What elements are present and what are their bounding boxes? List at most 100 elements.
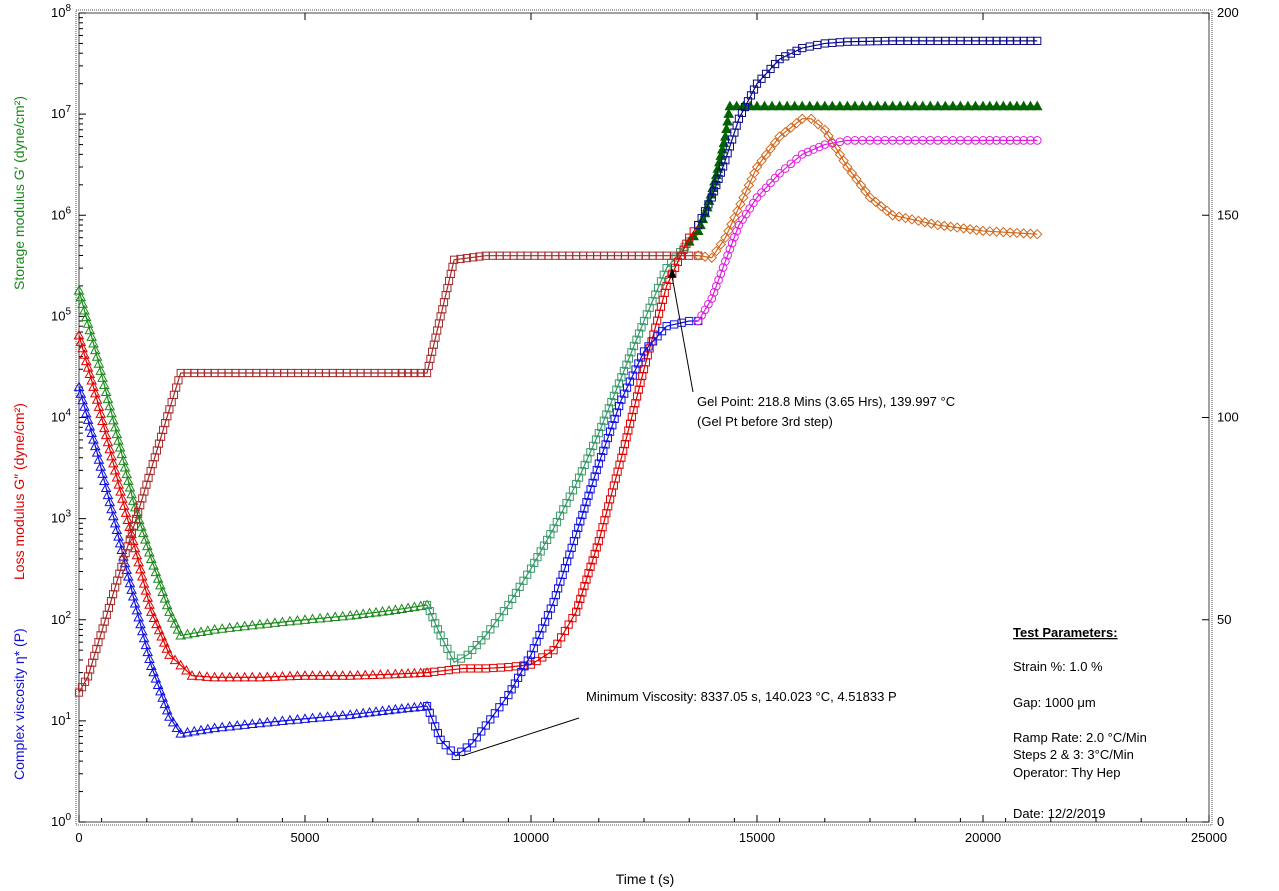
data-point xyxy=(152,679,164,690)
data-point xyxy=(344,610,356,620)
data-point xyxy=(743,97,753,106)
data-point xyxy=(329,611,341,622)
gel-point-arrow-line xyxy=(671,276,694,393)
data-point xyxy=(711,245,722,257)
data-point xyxy=(111,524,123,535)
data-point xyxy=(627,348,636,357)
data-point xyxy=(451,751,460,761)
data-point xyxy=(151,618,162,629)
y-axis-title-group: Complex viscosity η* (P) Loss modulus G″… xyxy=(11,96,27,780)
data-point xyxy=(634,359,643,368)
data-point xyxy=(91,351,103,361)
data-point xyxy=(277,670,288,681)
data-point xyxy=(79,401,90,411)
data-point xyxy=(932,100,944,111)
data-point xyxy=(604,404,613,413)
data-point xyxy=(80,407,92,418)
data-point xyxy=(129,542,141,553)
data-point xyxy=(792,46,801,55)
series-loss-modulus-g- xyxy=(73,329,433,682)
data-point xyxy=(254,618,266,629)
data-point xyxy=(351,708,363,719)
x-tick-label: 20000 xyxy=(965,830,1001,845)
data-point xyxy=(239,671,251,682)
data-point xyxy=(446,746,455,755)
data-point xyxy=(582,575,591,584)
data-point xyxy=(462,254,471,263)
data-point xyxy=(436,735,445,744)
data-point xyxy=(97,372,108,382)
data-point xyxy=(796,100,808,111)
data-point xyxy=(224,622,236,632)
data-point xyxy=(964,224,976,235)
y-tick-label: 107 xyxy=(51,104,71,121)
data-point xyxy=(402,667,414,678)
data-point xyxy=(367,669,379,679)
data-point xyxy=(894,100,906,111)
data-point xyxy=(876,201,887,212)
ramp-param: Ramp Rate: 2.0 °C/Min xyxy=(1013,730,1147,745)
data-point xyxy=(114,441,126,452)
data-point xyxy=(900,212,911,224)
data-point xyxy=(175,727,187,738)
data-point xyxy=(786,49,795,58)
data-point xyxy=(1004,227,1016,238)
data-point xyxy=(441,741,450,750)
data-point xyxy=(166,612,178,622)
data-point xyxy=(131,604,143,615)
data-point xyxy=(344,670,356,680)
data-point xyxy=(416,368,425,378)
x-tick-label: 0 xyxy=(75,830,82,845)
y2-tick-label: 0 xyxy=(1217,814,1224,829)
series-line xyxy=(78,386,428,735)
data-point xyxy=(599,416,608,425)
data-point xyxy=(707,294,717,303)
y-axis-title-storage: Storage modulus G′ (dyne/cm²) xyxy=(11,96,27,290)
data-point xyxy=(120,507,132,517)
x-tick-label: 15000 xyxy=(739,830,775,845)
data-point xyxy=(329,670,341,680)
y-tick-label: 102 xyxy=(51,610,71,627)
data-point xyxy=(161,599,173,610)
data-point xyxy=(599,446,608,455)
data-point xyxy=(292,670,303,681)
data-point xyxy=(803,147,813,157)
data-point xyxy=(737,108,747,118)
data-point xyxy=(1025,100,1036,111)
data-point xyxy=(131,508,143,518)
data-point xyxy=(108,510,119,521)
data-point xyxy=(157,586,168,597)
data-point xyxy=(714,174,723,183)
data-point xyxy=(216,721,228,732)
data-point xyxy=(121,564,133,574)
data-point xyxy=(586,485,595,494)
min-viscosity-line xyxy=(461,717,580,757)
data-point xyxy=(75,291,87,302)
data-point xyxy=(780,126,791,138)
data-point xyxy=(322,711,333,721)
data-point xyxy=(307,613,318,624)
data-point xyxy=(322,612,333,622)
data-point xyxy=(864,100,876,111)
data-point xyxy=(608,421,617,430)
data-point xyxy=(156,630,168,641)
data-point xyxy=(617,373,626,382)
data-point xyxy=(689,227,698,236)
data-point xyxy=(846,167,858,179)
data-point xyxy=(749,85,759,94)
data-point xyxy=(109,517,121,528)
data-point xyxy=(216,671,228,682)
data-point xyxy=(939,220,950,232)
data-point xyxy=(985,136,995,145)
data-point xyxy=(75,388,87,398)
series-complex-viscosity- xyxy=(73,381,433,738)
data-point xyxy=(80,311,92,322)
data-point xyxy=(1011,100,1023,111)
data-point xyxy=(75,336,87,346)
data-point xyxy=(337,709,349,720)
data-point xyxy=(122,514,134,524)
data-point xyxy=(984,100,996,111)
data-point xyxy=(114,537,126,548)
data-point xyxy=(155,685,166,696)
data-point xyxy=(978,136,988,145)
